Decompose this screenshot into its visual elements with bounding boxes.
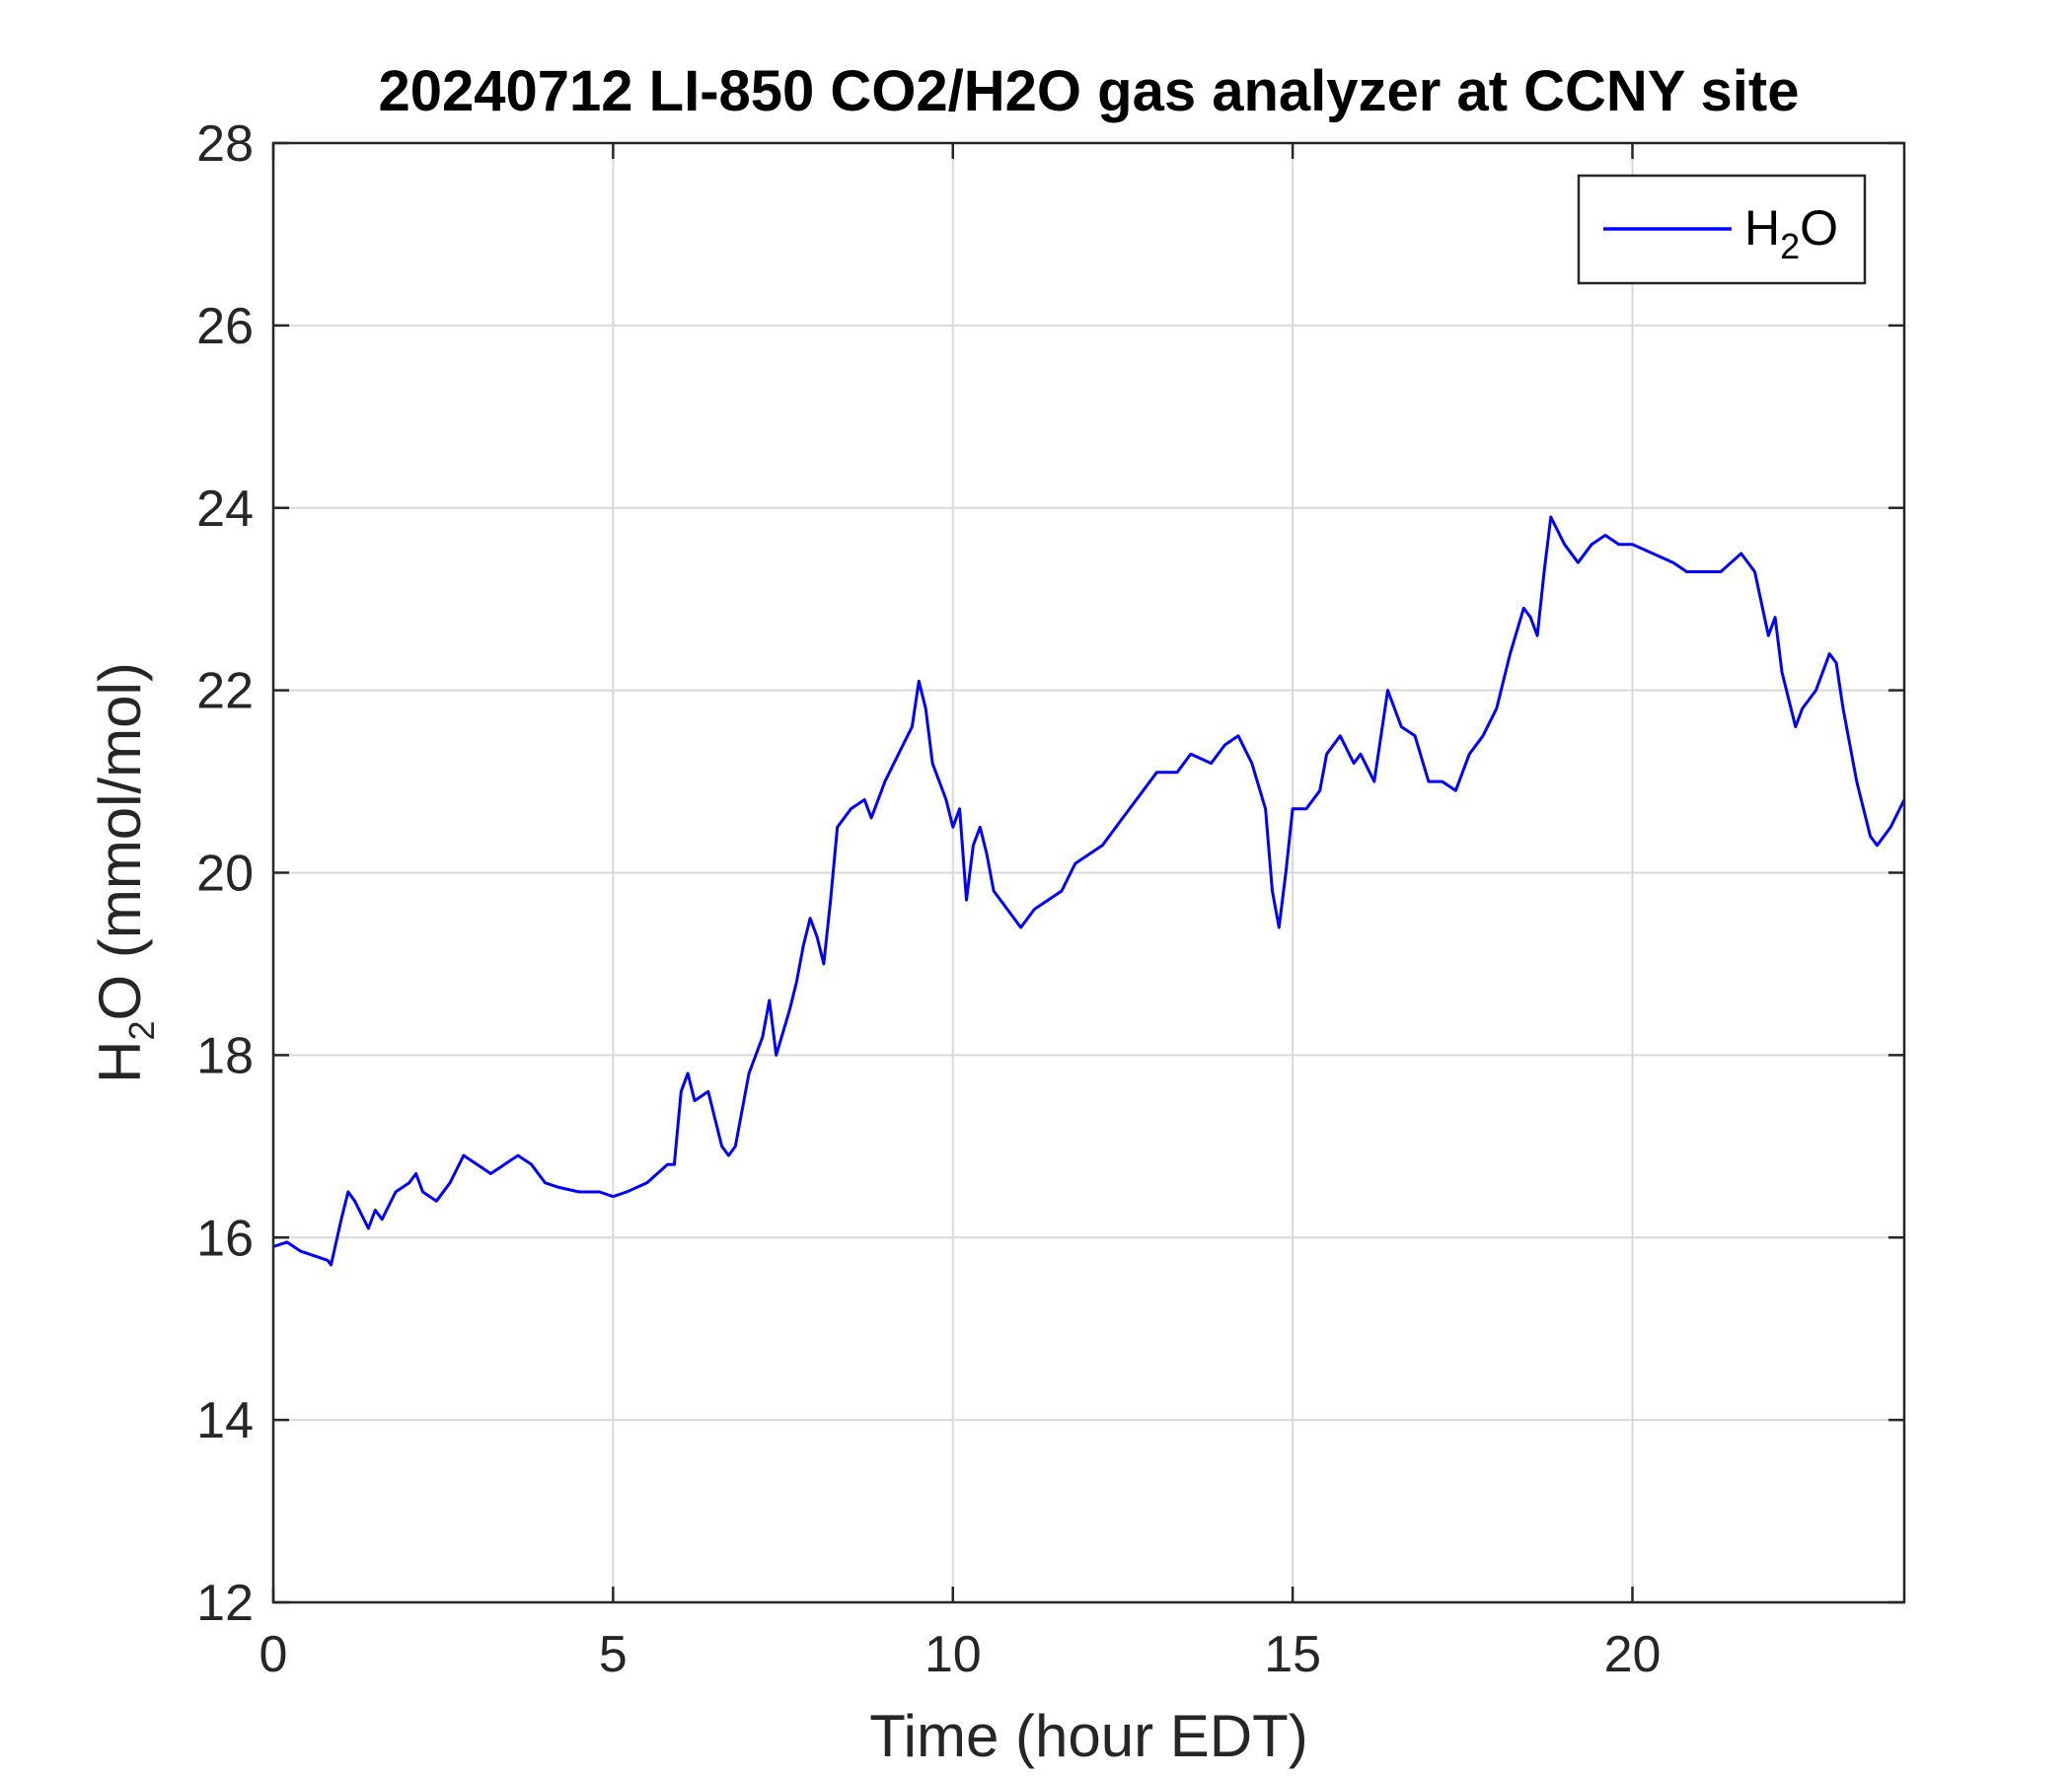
legend: H2O <box>1577 174 1867 285</box>
y-tick-label: 18 <box>196 1027 254 1084</box>
y-tick-label: 24 <box>196 481 254 538</box>
y-tick-label: 12 <box>196 1575 254 1632</box>
x-tick-label: 5 <box>599 1626 628 1683</box>
y-tick-label: 26 <box>196 298 254 355</box>
y-tick-label: 20 <box>196 846 254 903</box>
x-tick-label: 15 <box>1264 1626 1321 1683</box>
y-tick-label: 16 <box>196 1210 254 1267</box>
x-tick-label: 20 <box>1604 1626 1662 1683</box>
y-tick-label: 22 <box>196 663 254 720</box>
series-line-h2o <box>272 515 1906 1267</box>
series-layer <box>272 515 1906 1267</box>
y-tick-label: 28 <box>196 115 254 173</box>
x-tick-label: 10 <box>925 1626 982 1683</box>
y-axis-label: H2O (mmol/mol) <box>87 662 162 1083</box>
tick-marks <box>271 141 1904 1604</box>
tick-labels: 0 5 10 15 20 12 14 16 18 20 22 24 26 28 <box>196 115 1661 1683</box>
x-tick-label: 0 <box>259 1626 288 1683</box>
chart-title: 20240712 LI-850 CO2/H2O gas analyzer at … <box>378 59 1799 123</box>
y-tick-label: 14 <box>196 1392 254 1449</box>
legend-entry-h2o: H2O <box>1744 200 1838 266</box>
x-axis-label: Time (hour EDT) <box>869 1703 1308 1769</box>
